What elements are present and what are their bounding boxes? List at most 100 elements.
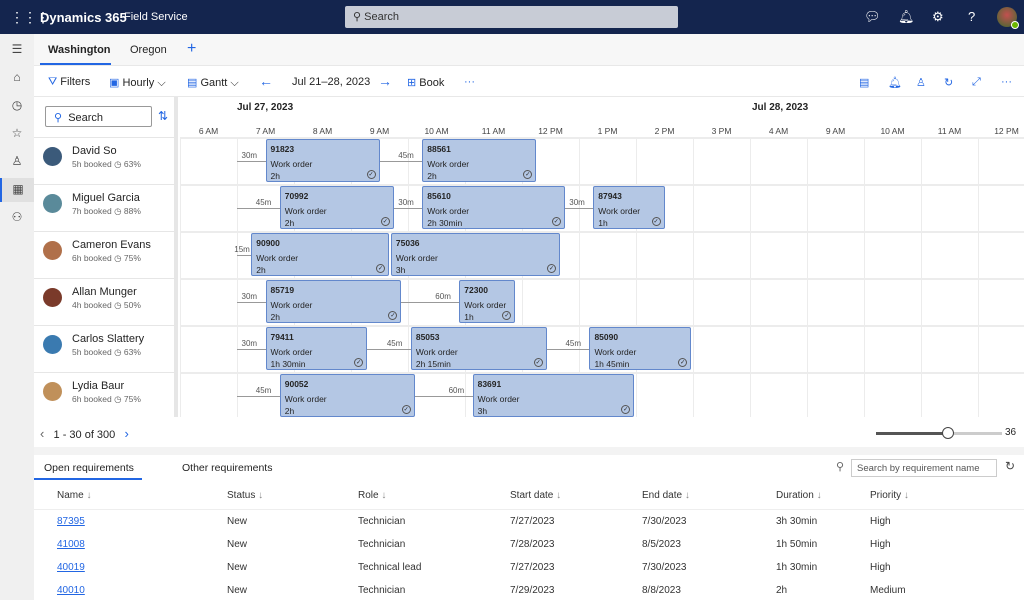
column-header-end-date[interactable]: End date ↓ — [642, 490, 690, 501]
check-circle-icon: ✓ — [366, 170, 376, 179]
details-icon[interactable]: ▤ — [859, 77, 870, 89]
date-range[interactable]: Jul 21–28, 2023 — [292, 76, 371, 88]
hour-gridline — [522, 137, 523, 417]
travel-line — [546, 349, 590, 350]
resource-row[interactable]: Lydia Baur 6h booked ◷ 75% — [34, 372, 174, 419]
table-cell: 1h 30min — [776, 562, 818, 573]
hour-label: 12 PM — [994, 126, 1019, 136]
next-arrow-icon[interactable]: → — [378, 73, 392, 89]
gantt-icon: ▤ — [187, 77, 201, 89]
next-page-icon[interactable]: › — [124, 426, 129, 441]
check-circle-icon: ✓ — [376, 264, 385, 273]
app-launcher-icon[interactable]: ⋮⋮⋮ — [10, 9, 50, 25]
requirement-link[interactable]: 41008 — [57, 539, 85, 550]
chat-icon[interactable]: 💬︎ — [864, 9, 881, 24]
book-button[interactable]: ⊞ Book — [407, 76, 444, 89]
bookings-icon[interactable]: ♙ — [11, 154, 23, 168]
booking-block[interactable]: 70992 Work order 2h ✓ — [279, 186, 394, 229]
travel-time: 30m — [241, 292, 258, 301]
more-icon[interactable]: ··· — [464, 76, 475, 88]
gantt-dropdown[interactable]: ▤ Gantt ⌵ — [187, 76, 239, 90]
sort-icon[interactable]: ⇅ — [158, 109, 169, 123]
tab-washington[interactable]: Washington — [48, 44, 111, 56]
booking-block[interactable]: 88561 Work order 2h ✓ — [422, 139, 537, 182]
travel-time: 45m — [255, 198, 272, 207]
global-search[interactable]: ⚲ Search — [345, 6, 678, 28]
travel-line — [564, 208, 594, 209]
requirement-search-input[interactable]: Search by requirement name — [851, 459, 997, 477]
hourly-label: Hourly — [122, 77, 155, 89]
schedule-board-icon[interactable]: ▦ — [0, 178, 34, 202]
filters-button[interactable]: ⛛ Filters — [48, 76, 90, 89]
column-header-status[interactable]: Status ↓ — [227, 490, 263, 501]
calendar-clock-icon: ▣ — [109, 77, 123, 89]
booking-block[interactable]: 85090 Work order 1h 45min ✓ — [589, 327, 692, 370]
tab-open-requirements[interactable]: Open requirements — [44, 462, 134, 474]
requirement-link[interactable]: 40010 — [57, 585, 85, 596]
header-divider — [34, 509, 1024, 510]
requirement-link[interactable]: 40019 — [57, 562, 85, 573]
resource-row[interactable]: Allan Munger 4h booked ◷ 50% — [34, 278, 174, 325]
resource-row[interactable]: Cameron Evans 6h booked ◷ 75% — [34, 231, 174, 278]
refresh-icon[interactable]: ↻ — [1005, 459, 1016, 473]
slider-thumb[interactable] — [941, 427, 954, 439]
travel-time: 45m — [255, 386, 272, 395]
booking-block[interactable]: 85053 Work order 2h 15min ✓ — [410, 327, 547, 370]
hour-label: 9 AM — [825, 126, 846, 136]
resource-search-input[interactable]: ⚲ Search — [45, 106, 152, 127]
alert-bell-icon[interactable]: 🔔︎ — [888, 77, 902, 89]
column-header-start-date[interactable]: Start date ↓ — [510, 490, 561, 501]
sort-down-icon: ↓ — [901, 490, 909, 501]
user-avatar[interactable] — [997, 7, 1019, 29]
hamburger-icon[interactable]: ☰ — [11, 42, 23, 56]
resource-icon[interactable]: ♙ — [916, 77, 926, 89]
app-title[interactable]: Dynamics 365 — [40, 10, 127, 25]
refresh-icon[interactable]: ↻ — [944, 77, 954, 89]
pinned-icon[interactable]: ☆ — [11, 126, 23, 140]
booking-block[interactable]: 83691 Work order 3h ✓ — [472, 374, 635, 417]
hour-gridline — [465, 137, 466, 417]
column-header-duration[interactable]: Duration ↓ — [776, 490, 822, 501]
active-tab-indicator — [34, 478, 142, 480]
booking-block[interactable]: 72300 Work order 1h ✓ — [459, 280, 516, 323]
resource-row[interactable]: David So 5h booked ◷ 63% — [34, 137, 174, 184]
booking-type: Work order — [270, 300, 313, 310]
booking-block[interactable]: 87943 Work order 1h ✓ — [593, 186, 665, 229]
tab-oregon[interactable]: Oregon — [130, 44, 167, 56]
column-header-name[interactable]: Name ↓ — [57, 490, 91, 501]
resource-row[interactable]: Miguel Garcia 7h booked ◷ 88% — [34, 184, 174, 231]
home-icon[interactable]: ⌂ — [13, 70, 21, 84]
help-icon[interactable]: ? — [968, 9, 976, 24]
column-header-priority[interactable]: Priority ↓ — [870, 490, 909, 501]
tab-other-requirements[interactable]: Other requirements — [182, 462, 273, 474]
booking-block[interactable]: 85719 Work order 2h ✓ — [265, 280, 402, 323]
zoom-slider[interactable] — [876, 427, 1002, 439]
gear-icon[interactable]: ⚙ — [932, 9, 944, 24]
resource-search-placeholder: Search — [68, 112, 104, 124]
table-cell: Technical lead — [358, 562, 422, 573]
resource-row[interactable]: Carlos Slattery 5h booked ◷ 63% — [34, 325, 174, 372]
resources-icon[interactable]: ⚇ — [11, 210, 23, 224]
column-header-role[interactable]: Role ↓ — [358, 490, 386, 501]
bell-icon[interactable]: 🔔︎ — [898, 9, 915, 24]
booking-id: 90052 — [284, 379, 309, 389]
hourly-dropdown[interactable]: ▣ Hourly ⌵ — [109, 76, 166, 90]
booking-block[interactable]: 90052 Work order 2h ✓ — [279, 374, 415, 417]
previous-arrow-icon[interactable]: ← — [259, 73, 273, 89]
resource-utilization: 7h booked ◷ 88% — [72, 206, 141, 217]
more-options-icon[interactable]: ··· — [1001, 76, 1012, 88]
booking-block[interactable]: 75036 Work order 3h ✓ — [390, 233, 560, 276]
search-icon: ⚲ — [54, 112, 66, 124]
expand-icon[interactable]: ⤢ — [972, 76, 981, 88]
add-tab-icon[interactable]: + — [187, 40, 197, 57]
check-circle-icon: ✓ — [502, 311, 512, 320]
booking-block[interactable]: 79411 Work order 1h 30min ✓ — [265, 327, 368, 370]
booking-block[interactable]: 85610 Work order 2h 30min ✓ — [422, 186, 565, 229]
recent-icon[interactable]: ◷ — [11, 98, 23, 112]
requirement-link[interactable]: 87395 — [57, 516, 85, 527]
previous-page-icon[interactable]: ‹ — [40, 426, 45, 441]
booking-block[interactable]: 91823 Work order 2h ✓ — [265, 139, 380, 182]
booking-block[interactable]: 90900 Work order 2h ✓ — [251, 233, 389, 276]
section-divider — [34, 447, 1024, 455]
avatar — [43, 335, 62, 354]
